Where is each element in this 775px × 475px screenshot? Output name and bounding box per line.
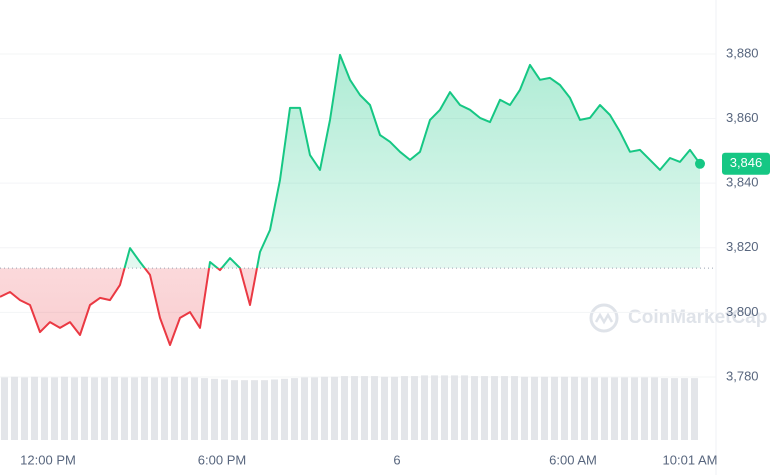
volume-bar — [1, 377, 8, 440]
volume-bar — [671, 378, 678, 440]
x-tick-label: 12:00 PM — [20, 452, 76, 467]
volume-bar — [551, 376, 558, 440]
volume-bar — [651, 377, 658, 440]
volume-bar — [471, 376, 478, 440]
volume-bar — [261, 380, 268, 440]
volume-bar — [361, 376, 368, 440]
volume-bar — [511, 376, 518, 440]
volume-bar — [341, 376, 348, 440]
price-line-down — [0, 268, 258, 346]
price-line-up — [123, 53, 701, 269]
volume-bar — [591, 377, 598, 440]
volume-bar — [161, 377, 168, 440]
volume-bar — [321, 376, 328, 440]
volume-bar — [111, 376, 118, 440]
volume-bar — [231, 380, 238, 440]
x-tick-label: 10:01 AM — [663, 452, 718, 467]
area-fill — [0, 54, 700, 269]
volume-bar — [431, 375, 438, 440]
volume-bar — [571, 376, 578, 440]
volume-bar — [31, 376, 38, 440]
volume-bar — [541, 376, 548, 440]
volume-bar — [301, 377, 308, 440]
volume-bar — [181, 377, 188, 440]
volume-bar — [391, 376, 398, 440]
volume-bar — [491, 376, 498, 440]
volume-bar — [421, 375, 428, 440]
volume-bar — [351, 376, 358, 440]
volume-bar — [101, 377, 108, 440]
last-price-label: 3,846 — [730, 155, 763, 170]
volume-bar — [281, 378, 288, 440]
volume-bar — [141, 376, 148, 440]
y-tick-label: 3,780 — [726, 368, 759, 383]
volume-bar — [481, 376, 488, 440]
volume-bar — [11, 376, 18, 440]
volume-bar — [641, 377, 648, 440]
volume-bar — [461, 375, 468, 440]
x-tick-label: 6:00 AM — [549, 452, 597, 467]
volume-bar — [331, 376, 338, 440]
volume-bar — [631, 377, 638, 440]
volume-bar — [311, 377, 318, 440]
volume-bar — [131, 377, 138, 440]
volume-bar — [51, 377, 58, 440]
volume-bar — [581, 377, 588, 440]
x-tick-label: 6 — [393, 452, 400, 467]
volume-bar — [241, 380, 248, 440]
volume-bar — [451, 375, 458, 440]
y-tick-label: 3,880 — [726, 45, 759, 60]
last-price-tag — [722, 152, 770, 175]
y-tick-label: 3,860 — [726, 110, 759, 125]
volume-bar — [21, 377, 28, 440]
volume-bar — [411, 376, 418, 440]
volume-bar — [661, 378, 668, 440]
y-tick-label: 3,820 — [726, 239, 759, 254]
volume-bar — [191, 377, 198, 440]
volume-bar — [91, 377, 98, 440]
volume-bar — [371, 376, 378, 440]
volume-bar — [71, 377, 78, 440]
volume-bar — [531, 376, 538, 440]
area-fill — [0, 268, 257, 345]
volume-bar — [401, 376, 408, 440]
volume-bar — [611, 377, 618, 440]
volume-bar — [201, 378, 208, 440]
volume-bar — [681, 378, 688, 440]
volume-bar — [171, 376, 178, 440]
volume-bar — [621, 377, 628, 440]
volume-bar — [211, 378, 218, 440]
volume-bar — [291, 378, 298, 440]
y-tick-label: 3,800 — [726, 304, 759, 319]
up-area — [0, 54, 700, 269]
volume-bar — [41, 377, 48, 440]
volume-bar — [521, 376, 528, 440]
volume-bar — [271, 379, 278, 440]
volume-bar — [151, 377, 158, 440]
volume-bar — [81, 376, 88, 440]
volume-bar — [121, 377, 128, 440]
volume-bar — [381, 376, 388, 440]
y-tick-label: 3,840 — [726, 175, 759, 190]
volume-bar — [61, 376, 68, 440]
volume-bar — [251, 380, 258, 440]
volume-bar — [561, 376, 568, 440]
volume-bar — [601, 377, 608, 440]
volume-bar — [441, 375, 448, 440]
volume-bar — [501, 376, 508, 440]
x-tick-label: 6:00 PM — [198, 452, 246, 467]
volume-bar — [691, 378, 698, 440]
volume-bar — [221, 379, 228, 440]
down-area — [0, 268, 257, 345]
last-point — [695, 158, 705, 169]
